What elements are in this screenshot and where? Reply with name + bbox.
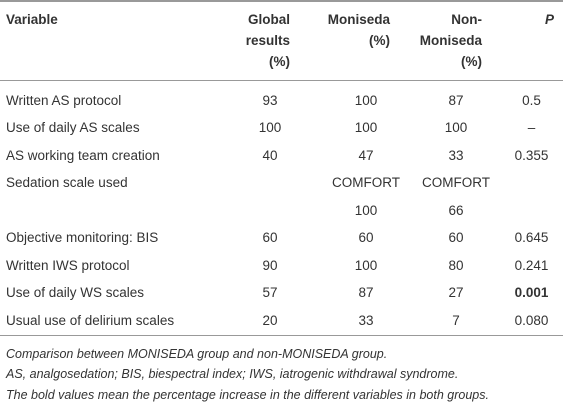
table-row: Written AS protocol 93 100 87 0.5 bbox=[0, 81, 563, 115]
header-cell: Moniseda (%) bbox=[320, 1, 412, 81]
header-text: Non-Moniseda (%) bbox=[419, 12, 482, 69]
header-cell: Global results (%) bbox=[220, 1, 320, 81]
table-cell: 7 bbox=[452, 312, 460, 328]
table-cell: Written IWS protocol bbox=[6, 257, 130, 273]
table-cell: 47 bbox=[358, 147, 374, 163]
table-cell: 60 bbox=[448, 230, 464, 246]
table-cell: 57 bbox=[262, 285, 278, 301]
table-cell: 20 bbox=[262, 312, 278, 328]
table-cell: 60 bbox=[262, 230, 278, 246]
table-cell: 0.241 bbox=[514, 257, 549, 273]
header-text: Moniseda (%) bbox=[327, 12, 390, 48]
table-cell: 87 bbox=[358, 285, 374, 301]
table-cell: 0.645 bbox=[514, 230, 549, 246]
table-cell: COMFORT bbox=[332, 175, 400, 191]
table-cell: 100 bbox=[444, 120, 468, 136]
table-cell bbox=[500, 170, 563, 198]
table-row: Sedation scale used COMFORT COMFORT bbox=[0, 170, 563, 198]
table-cell: 27 bbox=[448, 285, 464, 301]
footnote: Comparison between MONISEDA group and no… bbox=[6, 346, 388, 361]
table-row: Written IWS protocol 90 100 80 0.241 bbox=[0, 252, 563, 280]
table-cell bbox=[220, 197, 320, 225]
table-cell: AS working team creation bbox=[6, 147, 160, 163]
table-cell: 87 bbox=[448, 92, 464, 108]
footnotes: Comparison between MONISEDA group and no… bbox=[0, 336, 563, 406]
table-cell bbox=[0, 197, 220, 225]
table-row: Usual use of delirium scales 20 33 7 0.080 bbox=[0, 307, 563, 335]
table-cell: Objective monitoring: BIS bbox=[6, 230, 159, 246]
data-table: Variable Global results (%) Moniseda (%) No… bbox=[0, 1, 563, 335]
header-cell: Variable bbox=[0, 1, 220, 81]
table-cell: 0.080 bbox=[514, 312, 549, 328]
table-cell: Usual use of delirium scales bbox=[6, 312, 175, 328]
table-cell: COMFORT bbox=[422, 175, 490, 191]
table-row: 100 66 bbox=[0, 197, 563, 225]
table-cell: 0.5 bbox=[522, 92, 541, 108]
table-cell: 33 bbox=[448, 147, 464, 163]
table-row: Objective monitoring: BIS 60 60 60 0.645 bbox=[0, 225, 563, 253]
footnote: The bold values mean the percentage incr… bbox=[6, 387, 489, 402]
table-cell: – bbox=[527, 120, 536, 136]
table-cell: 60 bbox=[358, 230, 374, 246]
table-cell: 90 bbox=[262, 257, 278, 273]
table-row: Use of daily WS scales 57 87 27 0.001 bbox=[0, 280, 563, 308]
table-cell: 93 bbox=[262, 92, 278, 108]
table-cell bbox=[220, 170, 320, 198]
table-cell: 0.355 bbox=[514, 147, 549, 163]
header-row: Variable Global results (%) Moniseda (%) No… bbox=[0, 1, 563, 81]
table-cell: 100 bbox=[354, 257, 378, 273]
header-text: P bbox=[544, 12, 554, 27]
table-cell: Sedation scale used bbox=[6, 175, 128, 191]
table-cell: 100 bbox=[354, 202, 378, 218]
table-cell: 40 bbox=[262, 147, 278, 163]
footnote: AS, analgosedation; BIS, biespectral ind… bbox=[6, 367, 459, 381]
table-cell: 66 bbox=[448, 202, 464, 218]
table-row: Use of daily AS scales 100 100 100 – bbox=[0, 115, 563, 143]
header-text: Variable bbox=[6, 12, 58, 27]
table-cell bbox=[500, 197, 563, 225]
table-body: Written AS protocol 93 100 87 0.5 Use of dail… bbox=[0, 81, 563, 335]
table-header: Variable Global results (%) Moniseda (%) No… bbox=[0, 1, 563, 81]
table-cell: 100 bbox=[354, 92, 378, 108]
table-cell: 100 bbox=[354, 120, 378, 136]
table-cell: Use of daily AS scales bbox=[6, 120, 140, 136]
table-cell: 100 bbox=[258, 120, 282, 136]
header-text: Global results (%) bbox=[245, 12, 290, 69]
table-row: AS working team creation 40 47 33 0.355 bbox=[0, 142, 563, 170]
table-cell: 0.001 bbox=[514, 285, 549, 301]
table-cell: Written AS protocol bbox=[6, 92, 122, 108]
header-cell: P bbox=[500, 1, 563, 81]
header-cell: Non-Moniseda (%) bbox=[412, 1, 500, 81]
table-cell: Use of daily WS scales bbox=[6, 285, 145, 301]
table-cell: 80 bbox=[448, 257, 464, 273]
table-cell: 33 bbox=[358, 312, 374, 328]
